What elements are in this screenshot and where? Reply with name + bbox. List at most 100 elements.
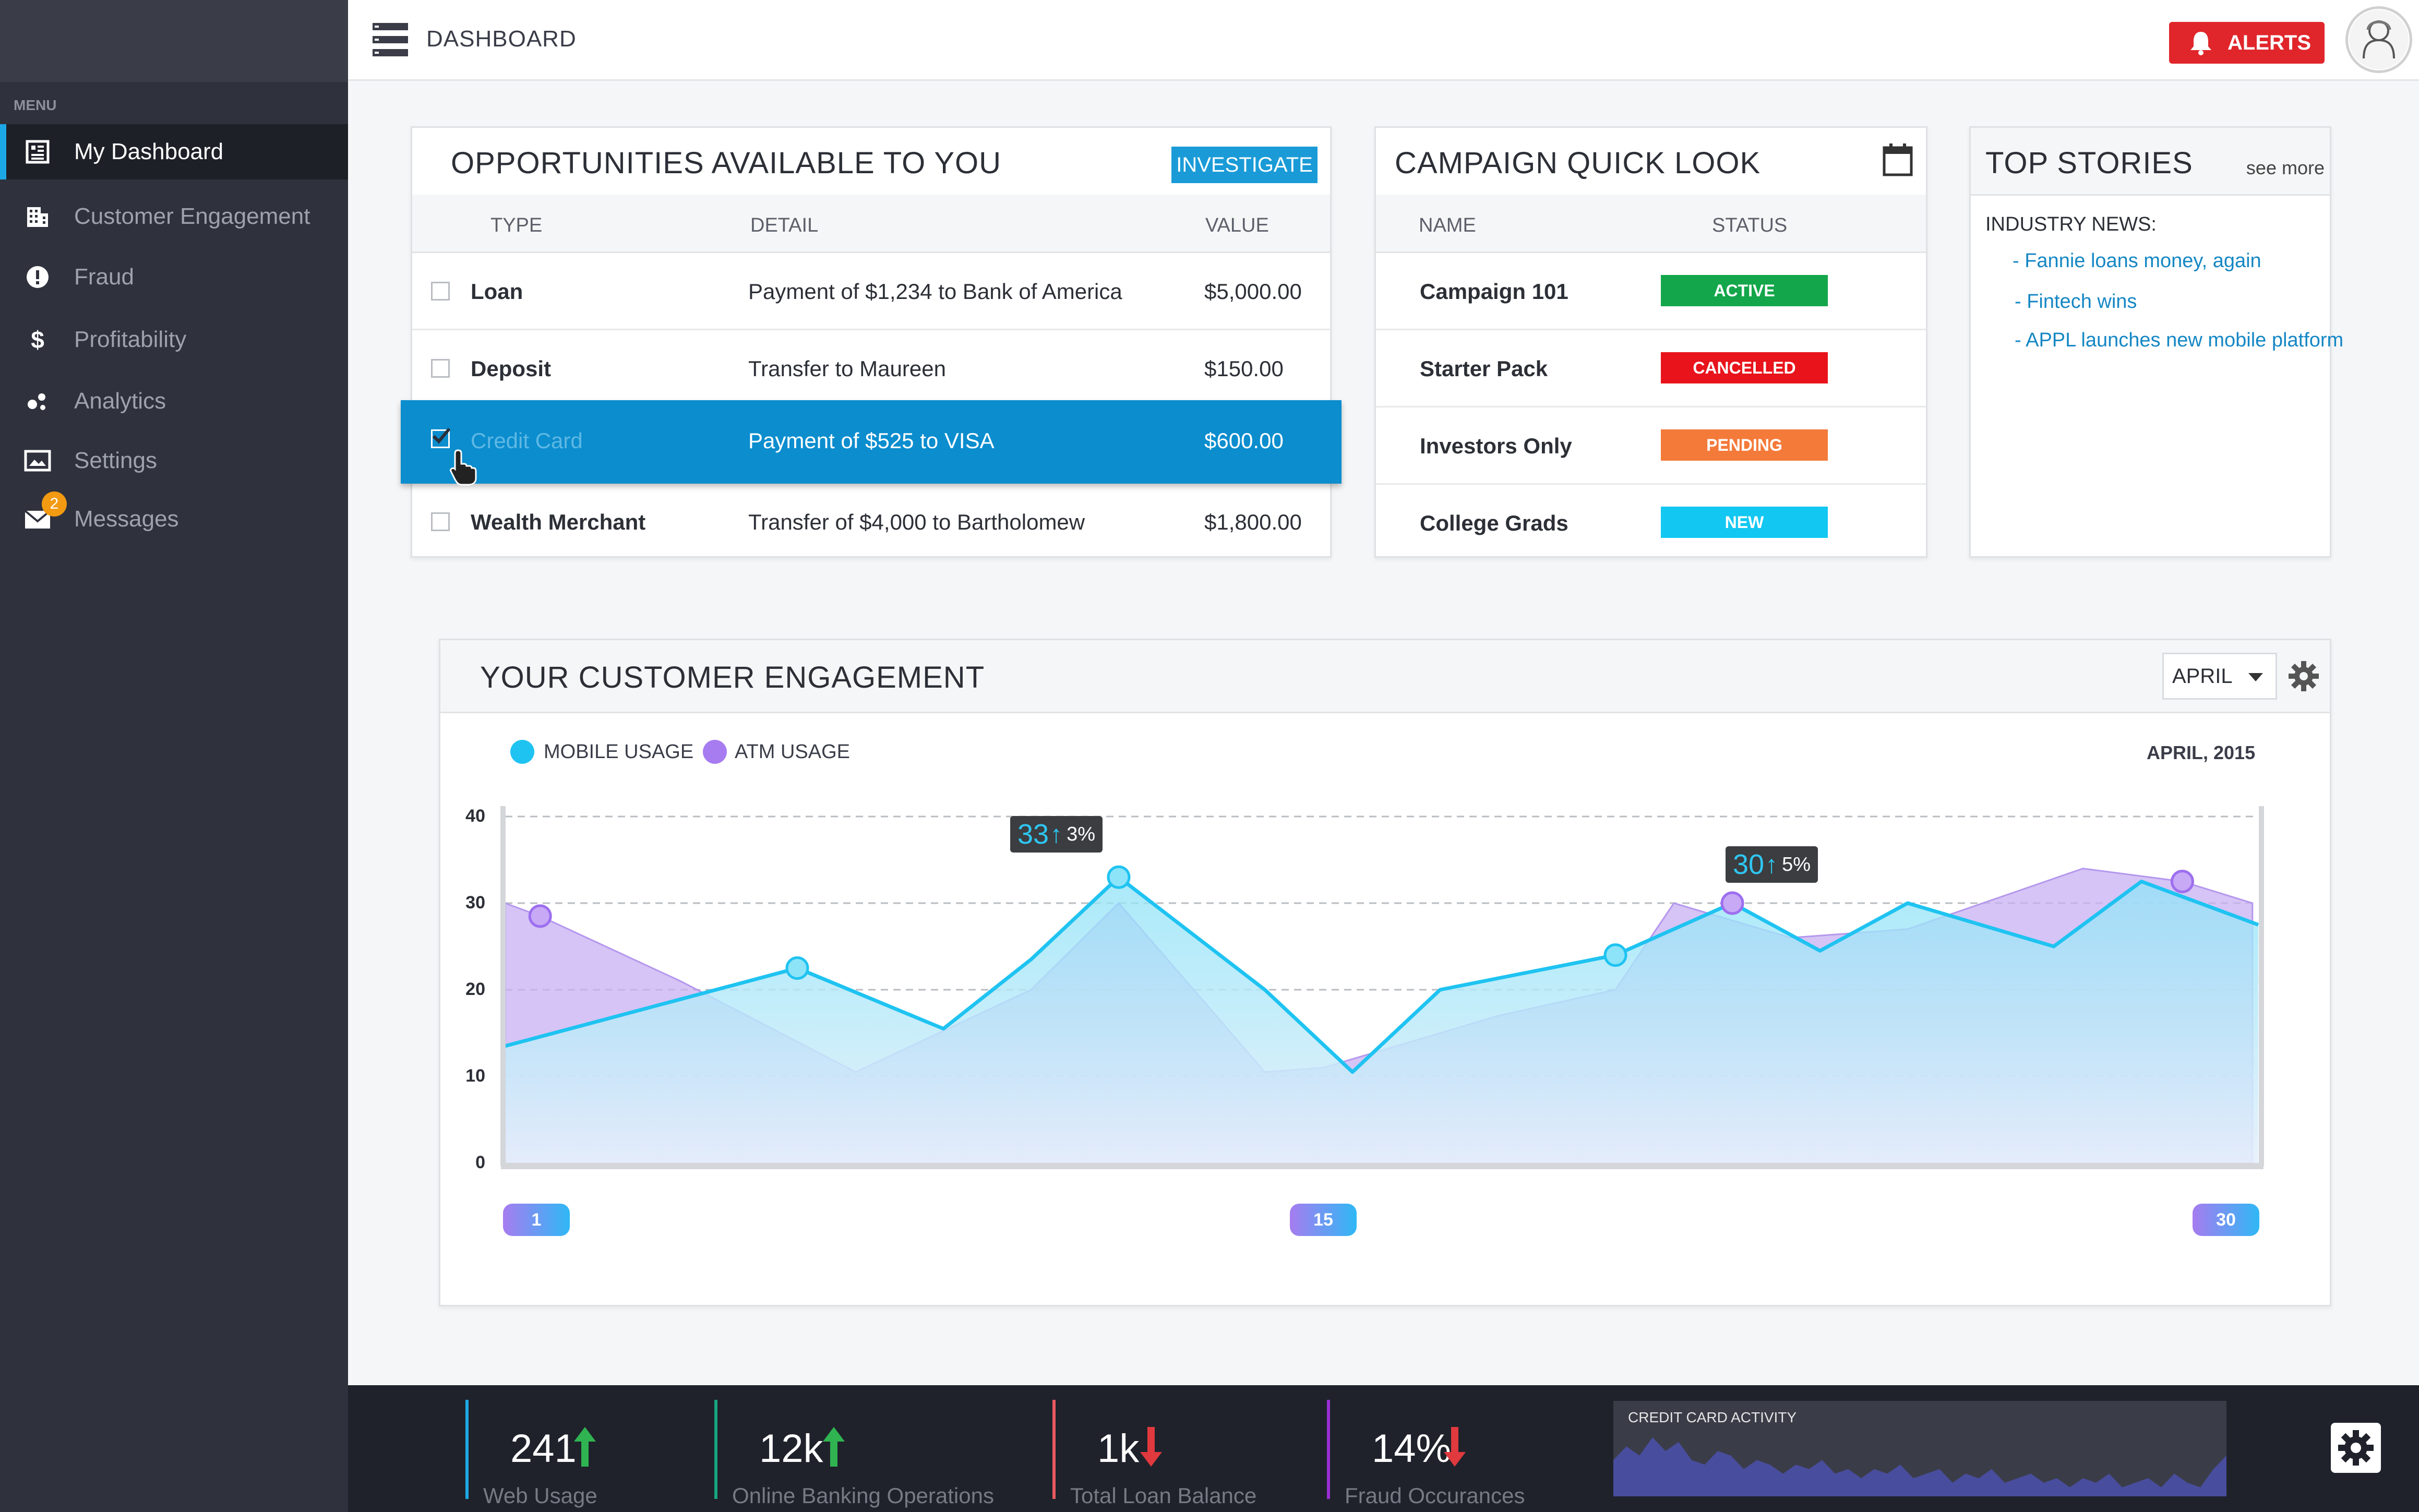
credit-card-activity-chart[interactable]: CREDIT CARD ACTIVITY xyxy=(1613,1401,2226,1496)
stat-label: Total Loan Balance xyxy=(1070,1483,1257,1508)
engagement-title: YOUR CUSTOMER ENGAGEMENT xyxy=(480,661,985,694)
menu-toggle-icon[interactable] xyxy=(372,21,409,58)
table-row[interactable]: Deposit Transfer to Maureen $150.00 xyxy=(412,330,1330,407)
chart-date-label: APRIL, 2015 xyxy=(2147,742,2256,763)
table-row[interactable]: Investors Only PENDING xyxy=(1376,407,1926,485)
sidebar-item-messages[interactable]: 2 Messages xyxy=(0,491,348,547)
tooltip-percent: 3% xyxy=(1067,823,1095,845)
table-row-selected[interactable]: Credit Card Payment of $525 to VISA $600… xyxy=(401,400,1342,486)
avatar[interactable] xyxy=(2345,6,2412,73)
tooltip-percent: 5% xyxy=(1782,853,1811,875)
top-stories-card: TOP STORIES see more INDUSTRY NEWS: - Fa… xyxy=(1969,126,2343,558)
sidebar-item-label: Fraud xyxy=(74,264,134,290)
settings-monitor-icon xyxy=(22,445,53,476)
sidebar-item-label: My Dashboard xyxy=(74,139,224,164)
industry-news-heading: INDUSTRY NEWS: xyxy=(1985,213,2157,235)
row-type: Deposit xyxy=(471,356,552,381)
alerts-button[interactable]: ALERTS xyxy=(2169,22,2325,64)
story-link[interactable]: - APPL launches new mobile platform xyxy=(2015,329,2344,351)
status-badge: CANCELLED xyxy=(1661,352,1828,383)
sidebar-item-label: Profitability xyxy=(74,327,187,352)
stat-online-banking[interactable]: 12k Online Banking Operations xyxy=(714,1400,994,1508)
stat-web-usage[interactable]: 241 Web Usage xyxy=(465,1400,597,1508)
story-link[interactable]: - Fintech wins xyxy=(2015,291,2137,313)
y-tick-label: 30 xyxy=(465,893,485,913)
sidebar-item-profitability[interactable]: $ Profitability xyxy=(0,312,348,367)
y-tick-label: 20 xyxy=(465,979,485,999)
row-value: $1,800.00 xyxy=(1204,510,1302,534)
month-select[interactable]: APRIL xyxy=(2162,653,2277,700)
atm-usage-point xyxy=(528,904,552,928)
menu-label: MENU xyxy=(14,97,57,113)
table-row[interactable]: Starter Pack CANCELLED xyxy=(1376,330,1926,407)
column-header-name: NAME xyxy=(1419,214,1476,236)
row-type: Credit Card xyxy=(471,428,583,453)
opportunities-card: OPPORTUNITIES AVAILABLE TO YOU INVESTIGA… xyxy=(401,126,1342,561)
settings-button[interactable] xyxy=(2331,1423,2381,1473)
row-value: $600.00 xyxy=(1204,428,1284,453)
credit-card-activity-area xyxy=(1613,1437,2226,1496)
stat-label: Web Usage xyxy=(483,1483,597,1508)
top-stories-header: TOP STORIES see more xyxy=(1971,128,2330,196)
row-value: $5,000.00 xyxy=(1204,279,1302,304)
column-header-type: TYPE xyxy=(490,214,543,236)
table-row[interactable]: College Grads NEW xyxy=(1376,485,1926,562)
arrow-up-icon xyxy=(574,1427,596,1467)
gear-icon[interactable] xyxy=(2288,660,2320,692)
table-row[interactable]: Campaign 101 ACTIVE xyxy=(1376,253,1926,330)
dashboard-icon xyxy=(22,136,53,167)
y-tick-label: 10 xyxy=(465,1066,485,1086)
opportunities-table-header: TYPE DETAIL VALUE xyxy=(412,195,1330,253)
investigate-button[interactable]: INVESTIGATE xyxy=(1171,147,1318,183)
stat-value: 14% xyxy=(1372,1426,1452,1471)
legend-swatch-atm xyxy=(703,740,727,764)
atm-usage-point xyxy=(2170,870,2194,893)
row-checkbox-checked[interactable] xyxy=(431,428,451,448)
sidebar-brand-area xyxy=(0,0,348,82)
building-icon xyxy=(22,201,53,232)
exclamation-icon xyxy=(22,261,53,293)
campaign-table-header: NAME STATUS xyxy=(1376,195,1926,253)
table-row[interactable]: Loan Payment of $1,234 to Bank of Americ… xyxy=(412,253,1330,330)
row-checkbox[interactable] xyxy=(431,512,450,531)
credit-card-activity-sparkline xyxy=(1613,1437,2226,1496)
column-header-status: STATUS xyxy=(1712,214,1788,236)
arrow-up-icon: ↑ xyxy=(1765,850,1778,879)
opportunities-title: OPPORTUNITIES AVAILABLE TO YOU xyxy=(451,146,1002,180)
stat-loan-balance[interactable]: 1k Total Loan Balance xyxy=(1052,1400,1256,1508)
mobile-usage-line xyxy=(505,875,2259,1074)
top-bar: DASHBOARD ALERTS xyxy=(348,0,2419,81)
chart-tooltip: 30 ↑ 5% xyxy=(1726,846,1818,883)
x-tick-label: 30 xyxy=(2193,1204,2259,1236)
arrow-up-icon xyxy=(823,1427,845,1467)
row-checkbox[interactable] xyxy=(431,282,450,301)
sidebar-item-label: Messages xyxy=(74,506,179,532)
row-checkbox[interactable] xyxy=(431,359,450,378)
sidebar-item-customer-engagement[interactable]: Customer Engagement xyxy=(0,189,348,244)
calendar-icon[interactable] xyxy=(1882,142,1913,177)
arrow-down-icon xyxy=(1444,1427,1466,1467)
mobile-usage-point xyxy=(785,956,809,980)
chevron-down-icon xyxy=(2248,673,2263,681)
sidebar-item-label: Customer Engagement xyxy=(74,203,310,229)
campaign-card: CAMPAIGN QUICK LOOK NAME STATUS Campaign… xyxy=(1374,126,1927,558)
see-more-link[interactable]: see more xyxy=(2246,157,2325,178)
sidebar-item-label: Analytics xyxy=(74,388,166,414)
credit-card-activity-title: CREDIT CARD ACTIVITY xyxy=(1628,1409,1797,1425)
table-row[interactable]: Wealth Merchant Transfer of $4,000 to Ba… xyxy=(412,484,1330,561)
y-tick-label: 0 xyxy=(475,1153,485,1172)
sidebar-item-settings[interactable]: Settings xyxy=(0,433,348,488)
stat-fraud[interactable]: 14% Fraud Occurances xyxy=(1327,1400,1525,1508)
messages-count-badge: 2 xyxy=(42,491,67,517)
status-badge: ACTIVE xyxy=(1661,275,1828,306)
dollar-icon: $ xyxy=(31,326,44,353)
engagement-chart xyxy=(500,806,2264,1169)
sidebar-item-my-dashboard[interactable]: My Dashboard xyxy=(0,124,348,179)
sidebar-item-fraud[interactable]: Fraud xyxy=(0,249,348,305)
mobile-usage-point xyxy=(1603,943,1627,967)
story-link[interactable]: - Fannie loans money, again xyxy=(2013,250,2261,272)
stat-label: Online Banking Operations xyxy=(732,1483,994,1508)
campaign-name: Starter Pack xyxy=(1420,356,1548,381)
sidebar-item-analytics[interactable]: Analytics xyxy=(0,374,348,429)
x-tick-label: 15 xyxy=(1290,1204,1357,1236)
